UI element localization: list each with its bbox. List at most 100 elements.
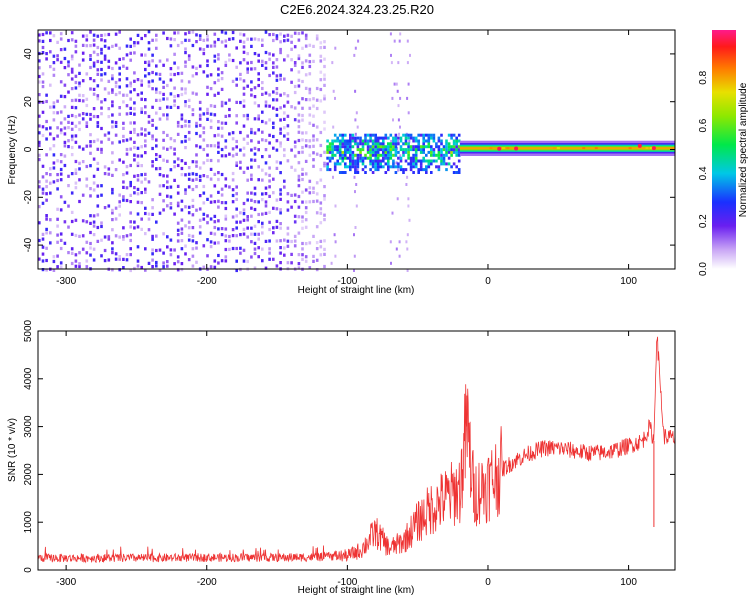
heatmap-cell xyxy=(195,131,198,136)
heatmap-cell xyxy=(272,121,275,125)
heatmap-cell xyxy=(323,77,326,81)
heatmap-cell xyxy=(341,153,345,157)
heatmap-cell xyxy=(52,161,56,165)
heatmap-cell xyxy=(286,54,290,58)
heatmap-cell xyxy=(246,67,249,71)
heatmap-cell xyxy=(250,80,253,84)
heatmap-cell xyxy=(235,246,238,251)
heatmap-cell xyxy=(103,33,107,37)
heatmap-cell xyxy=(144,67,147,72)
heatmap-cell xyxy=(180,199,184,203)
heatmap-cell xyxy=(107,91,111,95)
heatmap-cell xyxy=(319,143,323,148)
heatmap-cell xyxy=(133,51,136,55)
heatmap-cell xyxy=(242,137,246,141)
heatmap-cell xyxy=(374,133,377,137)
heatmap-cell xyxy=(308,60,312,64)
heatmap-cell xyxy=(297,78,301,82)
heatmap-cell xyxy=(169,195,173,199)
heatmap-cell xyxy=(162,97,165,101)
heatmap-cell xyxy=(323,197,326,201)
heatmap-cell xyxy=(351,139,355,143)
heatmap-cell xyxy=(107,131,111,135)
heatmap-cell xyxy=(198,166,202,170)
heatmap-cell xyxy=(213,200,217,204)
heatmap-cell xyxy=(308,91,312,95)
y-tick-label: 0 xyxy=(23,567,34,573)
heatmap-cell xyxy=(59,167,63,172)
heatmap-cell xyxy=(457,159,461,163)
heatmap-cell xyxy=(180,227,184,231)
heatmap-cell xyxy=(89,230,92,235)
heatmap-cell xyxy=(356,165,360,169)
heatmap-cell xyxy=(399,156,403,160)
heatmap-cell xyxy=(41,133,45,138)
heatmap-cell xyxy=(198,34,202,38)
heatmap-cell xyxy=(187,226,191,230)
heatmap-cell xyxy=(96,225,100,230)
heatmap-cell xyxy=(397,136,400,140)
heatmap-cell xyxy=(41,100,45,104)
heatmap-cell xyxy=(242,232,246,236)
heatmap-cell xyxy=(147,120,151,124)
heatmap-cell xyxy=(220,187,224,191)
heatmap-cell xyxy=(100,100,103,104)
heatmap-cell xyxy=(279,47,282,52)
heatmap-cell xyxy=(114,133,118,137)
heatmap-cell xyxy=(445,145,448,149)
heatmap-cell xyxy=(235,152,238,156)
heatmap-cell xyxy=(382,156,385,160)
heatmap-cell xyxy=(272,38,275,43)
heatmap-cell xyxy=(297,113,301,117)
heatmap-cell xyxy=(286,232,290,236)
heatmap-cell xyxy=(228,58,231,62)
heatmap-cell xyxy=(147,60,151,64)
heatmap-cell xyxy=(455,165,458,169)
heatmap-cell xyxy=(147,228,151,232)
heatmap-cell xyxy=(397,142,400,146)
heatmap-cell xyxy=(85,38,89,42)
heatmap-cell xyxy=(70,261,74,266)
heatmap-cell xyxy=(257,83,260,88)
heatmap-cell xyxy=(224,227,228,231)
heatmap-cell xyxy=(404,142,408,146)
heatmap-cell xyxy=(169,92,173,96)
heatmap-cell xyxy=(419,159,423,163)
heatmap-cell xyxy=(217,78,220,82)
heatmap-cell xyxy=(396,197,399,201)
heatmap-cell xyxy=(253,67,257,71)
heatmap-cell xyxy=(334,240,337,244)
heatmap-cell xyxy=(220,172,224,177)
heatmap-cell xyxy=(452,139,456,143)
heatmap-cell xyxy=(364,136,367,140)
heatmap-cell xyxy=(253,158,257,162)
heatmap-cell xyxy=(209,144,213,148)
heatmap-cell xyxy=(301,219,304,223)
heatmap-cell xyxy=(293,154,297,158)
heatmap-cell xyxy=(228,114,231,118)
heatmap-cell xyxy=(392,159,395,163)
heatmap-cell xyxy=(144,139,147,143)
heatmap-cell xyxy=(45,52,48,56)
heatmap-cell xyxy=(334,46,337,50)
heatmap-cell xyxy=(70,210,74,214)
heatmap-cell xyxy=(297,84,301,88)
heatmap-cell xyxy=(213,134,217,138)
heatmap-cell xyxy=(440,156,443,160)
heatmap-cell xyxy=(228,239,231,243)
heatmap-cell xyxy=(246,215,249,219)
heatmap-cell xyxy=(92,247,96,251)
snr-line xyxy=(37,336,676,564)
heatmap-cell xyxy=(382,153,385,157)
heatmap-cell xyxy=(114,92,118,97)
heatmap-cell xyxy=(250,44,253,48)
heatmap-cell xyxy=(344,153,347,157)
heatmap-cell xyxy=(49,167,52,171)
heatmap-cell xyxy=(169,72,173,76)
heatmap-cell xyxy=(118,257,121,261)
heatmap-cell xyxy=(74,186,78,190)
heatmap-cell xyxy=(323,218,326,222)
heatmap-cell xyxy=(455,145,458,149)
heatmap-cell xyxy=(209,119,213,123)
heatmap-cell xyxy=(323,97,326,101)
